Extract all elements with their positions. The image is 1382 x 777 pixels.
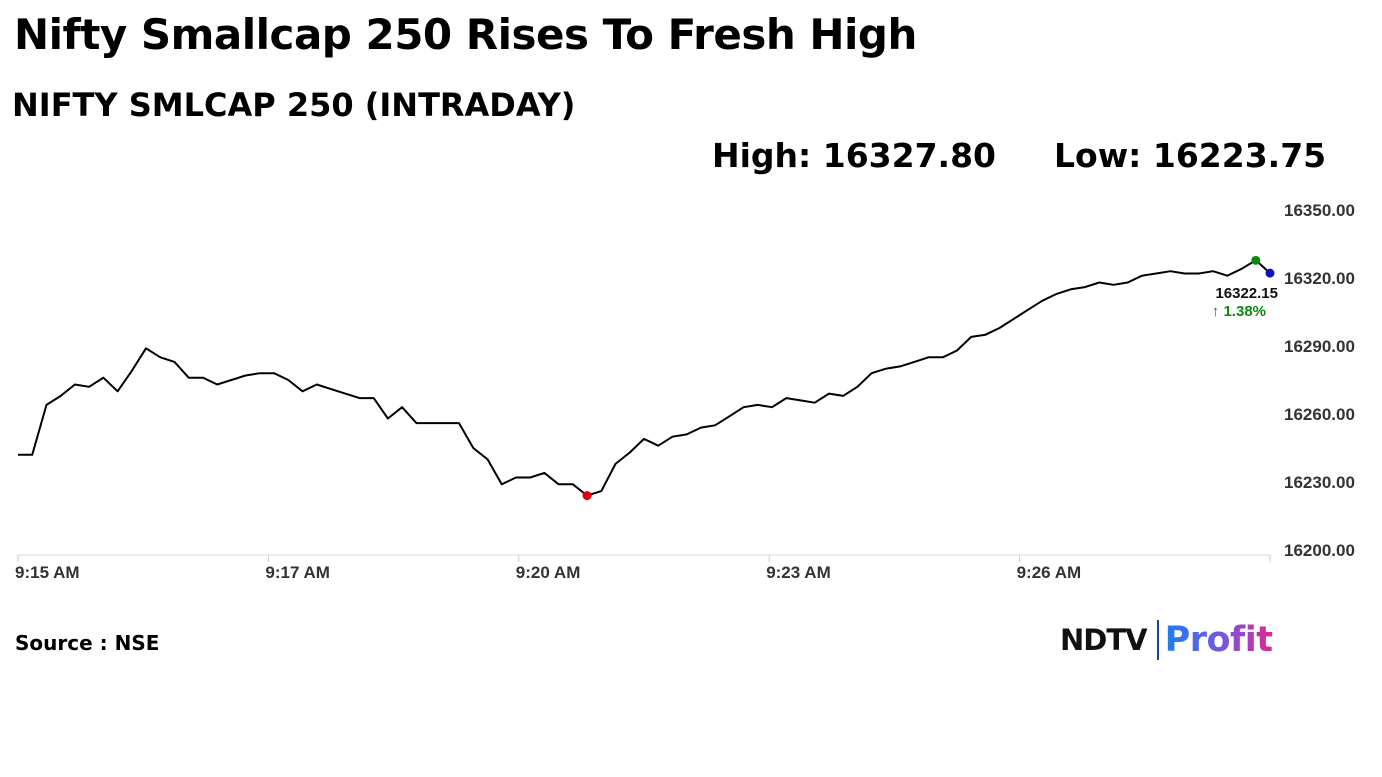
ndtv-profit-logo: NDTV Profit: [1060, 618, 1273, 662]
last-value-label: 16322.15: [1215, 285, 1278, 302]
logo-divider: [1156, 620, 1159, 660]
y-tick-label: 16350.00: [1284, 201, 1355, 220]
y-tick-label: 16230.00: [1284, 473, 1355, 492]
last-point-marker: [1265, 268, 1275, 278]
y-tick-label: 16290.00: [1284, 337, 1355, 356]
source-note: Source : NSE: [15, 631, 160, 655]
x-tick-label: 9:23 AM: [766, 563, 831, 582]
x-tick-label: 9:17 AM: [265, 563, 330, 582]
series-line: [18, 259, 1271, 497]
chart-subtitle: NIFTY SMLCAP 250 (INTRADAY): [12, 86, 576, 124]
y-tick-label: 16260.00: [1284, 405, 1355, 424]
headline: Nifty Smallcap 250 Rises To Fresh High: [14, 10, 917, 59]
intraday-line-chart: 16350.00 16320.00 16290.00 16260.00 16230.00…: [15, 201, 1355, 582]
change-percent-label: ↑ 1.38%: [1212, 303, 1266, 320]
high-point-marker: [1251, 255, 1261, 265]
logo-ndtv-text: NDTV: [1060, 623, 1148, 657]
x-tick-label: 9:20 AM: [516, 563, 581, 582]
low-point-marker: [582, 491, 592, 501]
logo-profit-text: Profit: [1164, 620, 1273, 660]
y-tick-label: 16320.00: [1284, 269, 1355, 288]
y-tick-label: 16200.00: [1284, 541, 1355, 560]
intraday-low: Low: 16223.75: [1054, 136, 1327, 175]
intraday-high: High: 16327.80: [712, 136, 996, 175]
x-tick-label: 9:15 AM: [15, 563, 80, 582]
x-tick-label: 9:26 AM: [1017, 563, 1082, 582]
